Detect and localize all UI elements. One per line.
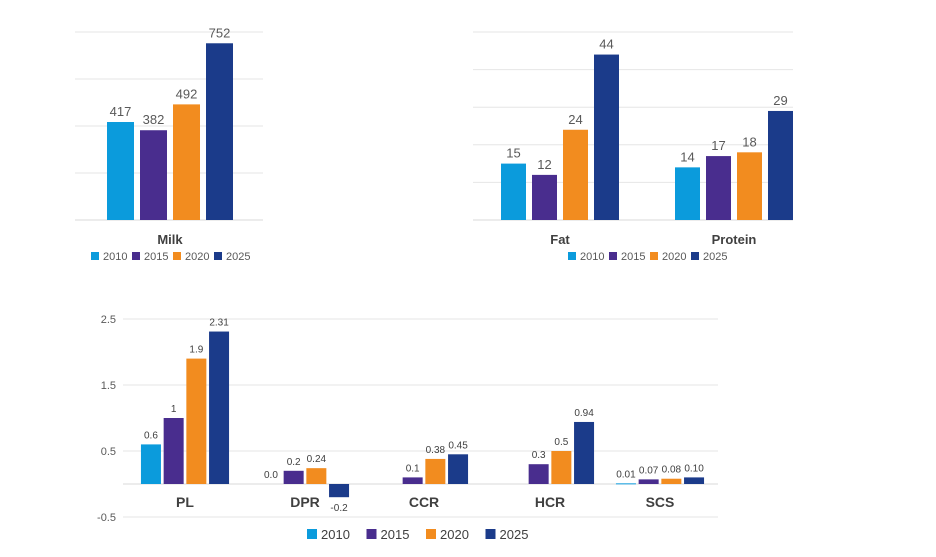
bar-health-dpr-2015 [283,470,304,484]
bar-milk-milk-2010 [107,122,134,220]
legend-swatch-2015 [132,252,140,260]
data-label: 0.38 [426,445,446,456]
legend-swatch-2020 [173,252,181,260]
data-label: 752 [209,25,231,40]
data-label: 2.31 [209,318,229,329]
data-label: 44 [599,37,613,52]
legend-swatch-2015 [366,529,377,539]
legend-swatch-2010 [568,252,576,260]
category-label: PL [176,494,194,510]
data-label: 0.08 [662,465,682,476]
legend-swatch-2010 [307,529,317,539]
data-label: 0.6 [144,430,158,441]
data-label: 29 [773,93,787,108]
legend-label: 2025 [500,527,529,542]
data-label: 0.24 [307,454,327,465]
data-label: 0.45 [448,440,468,451]
bar-fat-protein-protein-2025 [768,110,793,220]
data-label: 0.2 [287,457,301,468]
legend-swatch-2020 [650,252,658,260]
bar-health-scs-2025 [684,477,705,484]
data-label: 417 [110,104,132,119]
data-label: 14 [680,149,694,164]
category-label: CCR [409,494,439,510]
bar-health-pl-2020 [186,358,207,484]
legend-swatch-2015 [609,252,617,260]
data-label: 0.07 [639,465,659,476]
data-label: 492 [176,86,198,101]
bar-milk-milk-2015 [140,130,167,220]
data-label: 0.10 [684,463,704,474]
category-label: SCS [646,494,675,510]
bar-milk-milk-2020 [173,104,200,220]
bar-health-hcr-2020 [551,451,572,484]
data-label: -0.2 [330,503,348,514]
y-tick-label: 2.5 [101,314,116,326]
data-label: 0.94 [574,408,594,419]
bar-health-ccr-2020 [425,458,446,484]
data-label: 0.1 [406,463,420,474]
bar-health-pl-2015 [163,418,184,484]
legend-label: 2010 [321,527,350,542]
category-label: DPR [290,494,320,510]
legend-label: 2015 [381,527,410,542]
data-label: 15 [506,146,520,161]
y-tick-label: 1.5 [101,380,116,392]
data-label: 24 [568,112,582,127]
bar-health-ccr-2015 [402,477,423,484]
data-label: 0.3 [532,450,546,461]
legend-swatch-2025 [485,529,496,539]
legend-label: 2020 [662,251,686,263]
bar-milk-milk-2025 [206,43,233,220]
bar-fat-protein-protein-2015 [706,156,731,220]
category-label: Milk [157,232,183,247]
legend-label: 2015 [621,251,645,263]
y-tick-label: 0.5 [101,446,116,458]
legend-label: 2025 [226,251,250,263]
bar-health-scs-2020 [661,478,682,484]
data-label: 17 [711,138,725,153]
bar-health-dpr-2020 [306,468,327,484]
category-label: Protein [712,232,757,247]
data-label: 1 [171,404,177,415]
data-label: 12 [537,157,551,172]
legend-label: 2010 [580,251,604,263]
legend-label: 2020 [440,527,469,542]
bar-health-hcr-2015 [528,464,549,484]
data-label: 18 [742,134,756,149]
data-label: 1.9 [189,345,203,356]
bar-health-dpr-2025 [329,484,350,498]
bar-health-pl-2025 [209,331,230,484]
legend-swatch-2025 [214,252,222,260]
bar-health-ccr-2025 [448,454,469,484]
legend-label: 2025 [703,251,727,263]
legend-label: 2010 [103,251,127,263]
legend-label: 2015 [144,251,168,263]
bar-fat-protein-fat-2025 [594,54,619,221]
data-label: 0.01 [616,469,636,480]
data-label: 0.0 [264,470,278,481]
bar-health-pl-2010 [140,444,161,484]
category-label: Fat [550,232,570,247]
y-tick-label: -0.5 [97,512,116,524]
bar-fat-protein-fat-2015 [532,174,557,220]
bar-fat-protein-fat-2020 [563,129,588,220]
data-label: 0.5 [554,437,568,448]
bar-health-hcr-2025 [574,421,595,484]
legend-label: 2020 [185,251,209,263]
bar-health-scs-2015 [638,479,659,484]
bar-fat-protein-protein-2020 [737,152,762,220]
category-label: HCR [535,494,565,510]
legend-swatch-2025 [691,252,699,260]
legend-swatch-2010 [91,252,99,260]
legend-swatch-2020 [426,529,436,539]
bar-fat-protein-fat-2010 [501,163,526,220]
bar-health-scs-2010 [615,483,636,485]
bar-fat-protein-protein-2010 [675,167,700,220]
data-label: 382 [143,112,165,127]
